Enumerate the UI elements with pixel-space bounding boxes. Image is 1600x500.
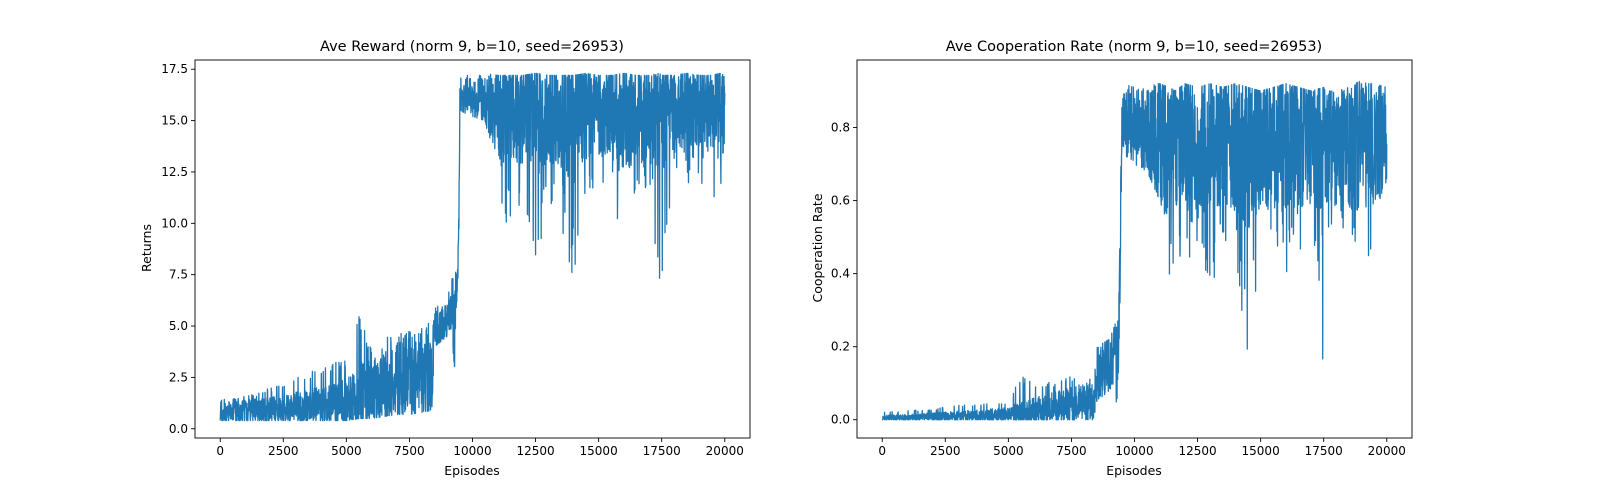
x-tick-label: 20000 xyxy=(706,444,744,458)
y-axis: 0.0 2.5 5.0 7.5 10.0 12.5 15.0 17.5 xyxy=(161,62,195,436)
y-tick-label: 15.0 xyxy=(161,114,188,128)
axes-frame xyxy=(856,59,1413,439)
y-tick-label: 10.0 xyxy=(161,216,188,230)
chart-title: Ave Reward (norm 9, b=10, seed=26953) xyxy=(320,39,624,55)
x-tick-label: 5000 xyxy=(993,444,1024,458)
y-tick-label: 7.5 xyxy=(169,268,188,282)
series-line xyxy=(219,72,726,422)
x-tick-label: 7500 xyxy=(1056,444,1087,458)
x-tick-label: 17500 xyxy=(643,444,681,458)
x-axis-label: Episodes xyxy=(444,463,500,478)
reward-chart: Ave Reward (norm 9, b=10, seed=26953) Ep… xyxy=(139,39,751,478)
x-tick-label: 10000 xyxy=(453,444,491,458)
y-tick-label: 0.4 xyxy=(831,267,850,281)
x-tick-label: 10000 xyxy=(1115,444,1153,458)
y-tick-label: 12.5 xyxy=(161,165,188,179)
y-tick-label: 2.5 xyxy=(169,370,188,384)
x-tick-label: 12500 xyxy=(516,444,554,458)
x-tick-label: 0 xyxy=(216,444,224,458)
y-tick-label: 0.0 xyxy=(831,413,850,427)
chart-title: Ave Cooperation Rate (norm 9, b=10, seed… xyxy=(946,39,1322,55)
y-tick-label: 0.0 xyxy=(169,422,188,436)
plot-area xyxy=(219,72,726,422)
x-axis: 0 2500 5000 7500 10000 12500 15000 17500 20000 xyxy=(878,438,1406,458)
cooperation-chart: Ave Cooperation Rate (norm 9, b=10, seed… xyxy=(810,39,1413,478)
y-tick-label: 17.5 xyxy=(161,62,188,76)
y-tick-label: 0.6 xyxy=(831,194,850,208)
x-tick-label: 12500 xyxy=(1178,444,1216,458)
x-tick-label: 7500 xyxy=(394,444,425,458)
y-axis-label: Cooperation Rate xyxy=(810,193,825,302)
y-tick-label: 0.2 xyxy=(831,340,850,354)
axes-frame xyxy=(194,59,751,439)
x-tick-label: 15000 xyxy=(580,444,618,458)
y-axis: 0.0 0.2 0.4 0.6 0.8 xyxy=(831,121,857,427)
plot-area xyxy=(881,80,1388,421)
y-axis-label: Returns xyxy=(139,224,154,272)
x-tick-label: 2500 xyxy=(930,444,961,458)
y-tick-label: 0.8 xyxy=(831,121,850,135)
x-tick-label: 5000 xyxy=(331,444,362,458)
y-tick-label: 5.0 xyxy=(169,319,188,333)
series-line xyxy=(881,80,1388,421)
x-tick-label: 2500 xyxy=(268,444,299,458)
x-tick-label: 0 xyxy=(878,444,886,458)
x-tick-label: 20000 xyxy=(1368,444,1406,458)
x-tick-label: 17500 xyxy=(1305,444,1343,458)
x-tick-label: 15000 xyxy=(1242,444,1280,458)
x-axis-label: Episodes xyxy=(1106,463,1162,478)
x-axis: 0 2500 5000 7500 10000 12500 15000 17500 20000 xyxy=(216,438,744,458)
